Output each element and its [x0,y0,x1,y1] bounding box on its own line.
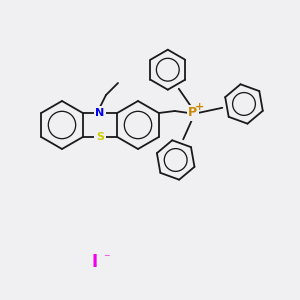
Text: P: P [188,106,197,119]
Text: ⁻: ⁻ [103,253,109,266]
Text: S: S [96,132,104,142]
Text: +: + [195,102,204,112]
Text: N: N [95,108,105,118]
Text: I: I [92,253,98,271]
